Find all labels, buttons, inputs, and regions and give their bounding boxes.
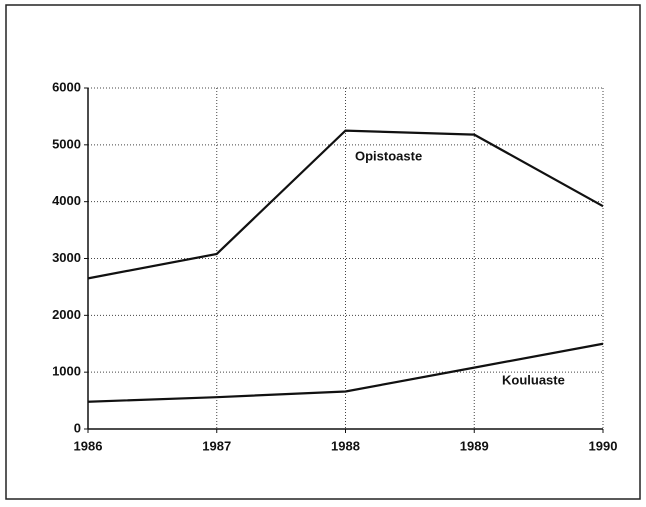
x-tick-label: 1988	[331, 438, 360, 453]
y-tick-label: 3000	[52, 250, 81, 265]
y-tick-label: 6000	[52, 79, 81, 94]
x-tick-label: 1987	[202, 438, 231, 453]
x-tick-label: 1990	[589, 438, 618, 453]
x-tick-label: 1986	[74, 438, 103, 453]
frame	[5, 4, 641, 500]
y-tick-label: 1000	[52, 364, 81, 379]
x-tick-label: 1989	[460, 438, 489, 453]
y-tick-label: 5000	[52, 136, 81, 151]
series-label: Kouluaste	[502, 372, 565, 387]
series-label: Opistoaste	[355, 148, 422, 163]
series-line	[87, 342, 604, 403]
series-line	[87, 129, 604, 280]
y-tick-label: 4000	[52, 193, 81, 208]
y-tick-label: 0	[74, 420, 81, 435]
y-tick-label: 2000	[52, 307, 81, 322]
